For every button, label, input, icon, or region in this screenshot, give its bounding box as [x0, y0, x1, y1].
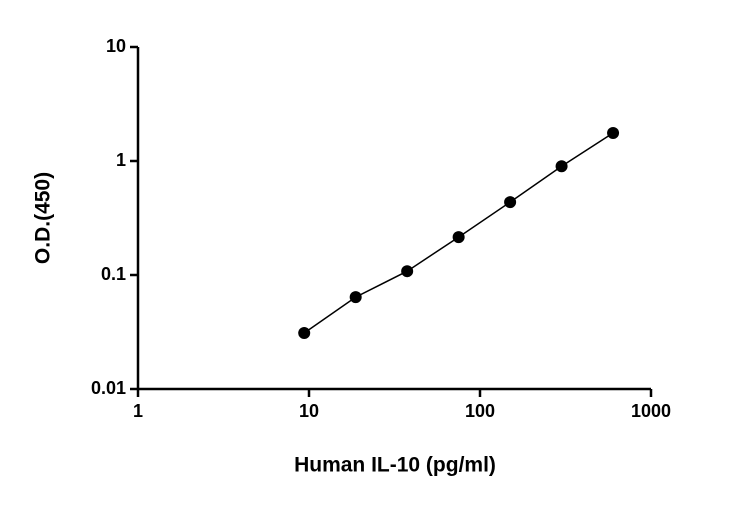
y-tick-label: 10 — [106, 36, 126, 56]
data-point — [504, 196, 517, 209]
y-tick-label: 0.1 — [101, 264, 126, 284]
data-point — [607, 127, 620, 140]
data-point — [452, 231, 465, 244]
x-tick-label: 100 — [465, 401, 495, 421]
x-tick-label: 10 — [299, 401, 319, 421]
x-tick-label: 1 — [133, 401, 143, 421]
x-axis-title: Human IL-10 (pg/ml) — [294, 454, 496, 477]
data-point — [349, 291, 362, 304]
data-point — [555, 160, 568, 173]
data-point — [401, 265, 414, 278]
y-axis-title: O.D.(450) — [32, 172, 55, 264]
x-tick-label: 1000 — [631, 401, 671, 421]
y-tick-label: 1 — [116, 150, 126, 170]
data-point — [298, 326, 311, 339]
y-tick-label: 0.01 — [91, 378, 126, 398]
